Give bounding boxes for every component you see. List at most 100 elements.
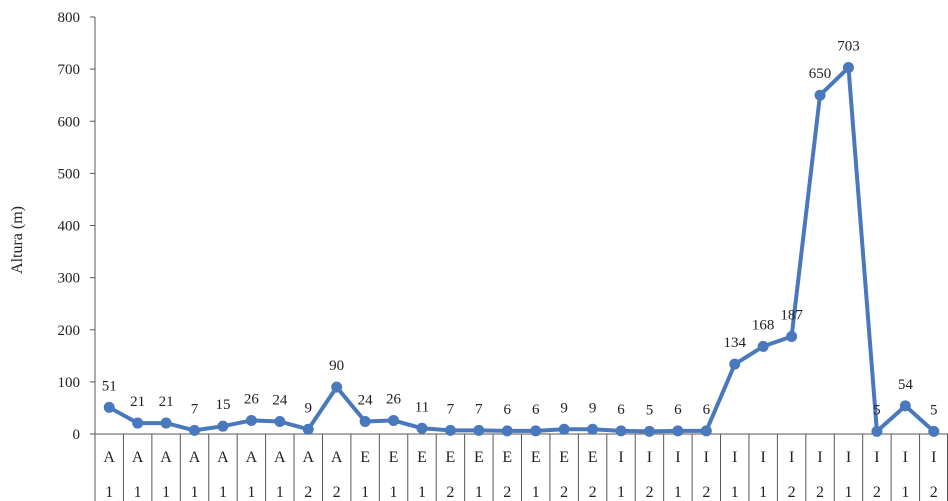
x-category-letter: E [446, 449, 456, 466]
x-category-digit: 1 [418, 484, 426, 501]
data-labels: 51 21 21 7 15 26 24 9 90 24 26 11 7 7 6 6 9 9 6 5 6 6 134 168 18… [102, 39, 938, 419]
x-category-letter: E [417, 449, 427, 466]
x-category-digit: 1 [276, 484, 284, 501]
data-label: 134 [724, 335, 747, 351]
x-axis-categories: A 1 A 1 A 1 A 1 A 1 A 1 A 1 A 2 A 2 E 1 E 1 E 1 E 2 E 1 E 2 E 1 E 2 E 2 I 1 I 2… [103, 449, 937, 501]
y-tick-label: 200 [58, 323, 81, 339]
x-category-letter: A [160, 449, 172, 466]
x-category-digit: 1 [844, 484, 852, 501]
x-category-digit: 1 [134, 484, 142, 501]
data-point [814, 89, 826, 101]
x-category-digit: 2 [930, 484, 938, 501]
x-category-digit: 2 [788, 484, 796, 501]
x-category-letter: A [189, 449, 201, 466]
x-category-letter: E [360, 449, 370, 466]
x-category-letter: I [931, 449, 936, 466]
data-point [842, 62, 854, 74]
x-category-digit: 1 [759, 484, 767, 501]
data-point [643, 425, 655, 437]
x-category-digit: 2 [873, 484, 881, 501]
data-label: 6 [532, 402, 540, 418]
data-label: 15 [215, 397, 230, 413]
x-category-letter: A [132, 449, 144, 466]
data-point [359, 415, 371, 427]
x-category-letter: I [817, 449, 822, 466]
data-label: 650 [809, 66, 832, 82]
x-category-letter: A [331, 449, 343, 466]
data-label: 21 [130, 394, 145, 410]
data-point [274, 415, 286, 427]
data-label: 703 [837, 39, 860, 55]
data-label: 6 [703, 402, 711, 418]
data-label: 26 [386, 391, 402, 407]
data-point [473, 424, 485, 436]
x-category-letter: I [618, 449, 623, 466]
data-point [416, 422, 428, 434]
data-point [302, 423, 314, 435]
x-category-letter: I [761, 449, 766, 466]
series-line [103, 62, 940, 437]
x-category-letter: E [559, 449, 569, 466]
x-category-letter: E [474, 449, 484, 466]
y-tick-label: 700 [58, 62, 81, 78]
x-category-letter: I [903, 449, 908, 466]
x-category-digit: 2 [645, 484, 653, 501]
data-point [558, 423, 570, 435]
data-point [871, 425, 883, 437]
x-category-digit: 2 [304, 484, 312, 501]
data-point [501, 425, 513, 437]
x-category-letter: I [647, 449, 652, 466]
x-category-digit: 2 [503, 484, 511, 501]
x-category-digit: 2 [816, 484, 824, 501]
x-category-letter: I [846, 449, 851, 466]
data-point [444, 424, 456, 436]
y-tick-label: 500 [58, 166, 81, 182]
x-category-digit: 1 [247, 484, 255, 501]
data-label: 5 [873, 402, 881, 418]
data-label: 26 [244, 391, 260, 407]
x-category-letter: I [732, 449, 737, 466]
data-point [245, 414, 257, 426]
series-line-path [108, 65, 936, 434]
data-label: 11 [415, 399, 429, 415]
data-point [700, 425, 712, 437]
y-tick-label: 300 [58, 271, 81, 287]
x-category-digit: 1 [105, 484, 113, 501]
data-point [729, 358, 741, 370]
data-point [587, 423, 599, 435]
axes [94, 17, 948, 501]
x-category-digit: 2 [589, 484, 597, 501]
data-label: 9 [589, 400, 597, 416]
data-point [160, 417, 172, 429]
data-label: 54 [898, 377, 914, 393]
x-category-digit: 2 [560, 484, 568, 501]
y-tick-label: 100 [58, 375, 81, 391]
x-category-digit: 1 [361, 484, 369, 501]
x-category-letter: I [789, 449, 794, 466]
data-label: 6 [504, 402, 512, 418]
x-category-letter: A [103, 449, 115, 466]
y-tick-label: 0 [73, 427, 81, 443]
x-category-digit: 1 [475, 484, 483, 501]
x-category-digit: 1 [731, 484, 739, 501]
data-label: 24 [272, 392, 288, 408]
y-tick-label: 400 [58, 219, 81, 235]
data-point [388, 414, 400, 426]
data-label: 6 [617, 402, 625, 418]
y-tick-label: 800 [58, 10, 81, 26]
data-label: 24 [358, 392, 374, 408]
x-category-letter: E [389, 449, 399, 466]
x-category-digit: 1 [674, 484, 682, 501]
data-point [331, 381, 343, 393]
x-category-letter: E [502, 449, 512, 466]
data-label: 6 [674, 402, 682, 418]
data-label: 21 [159, 394, 174, 410]
data-label: 7 [475, 401, 483, 417]
data-point [217, 420, 229, 432]
x-category-digit: 1 [617, 484, 625, 501]
x-category-letter: A [302, 449, 314, 466]
data-label: 5 [930, 402, 938, 418]
data-point [899, 400, 911, 412]
data-point [103, 401, 115, 413]
